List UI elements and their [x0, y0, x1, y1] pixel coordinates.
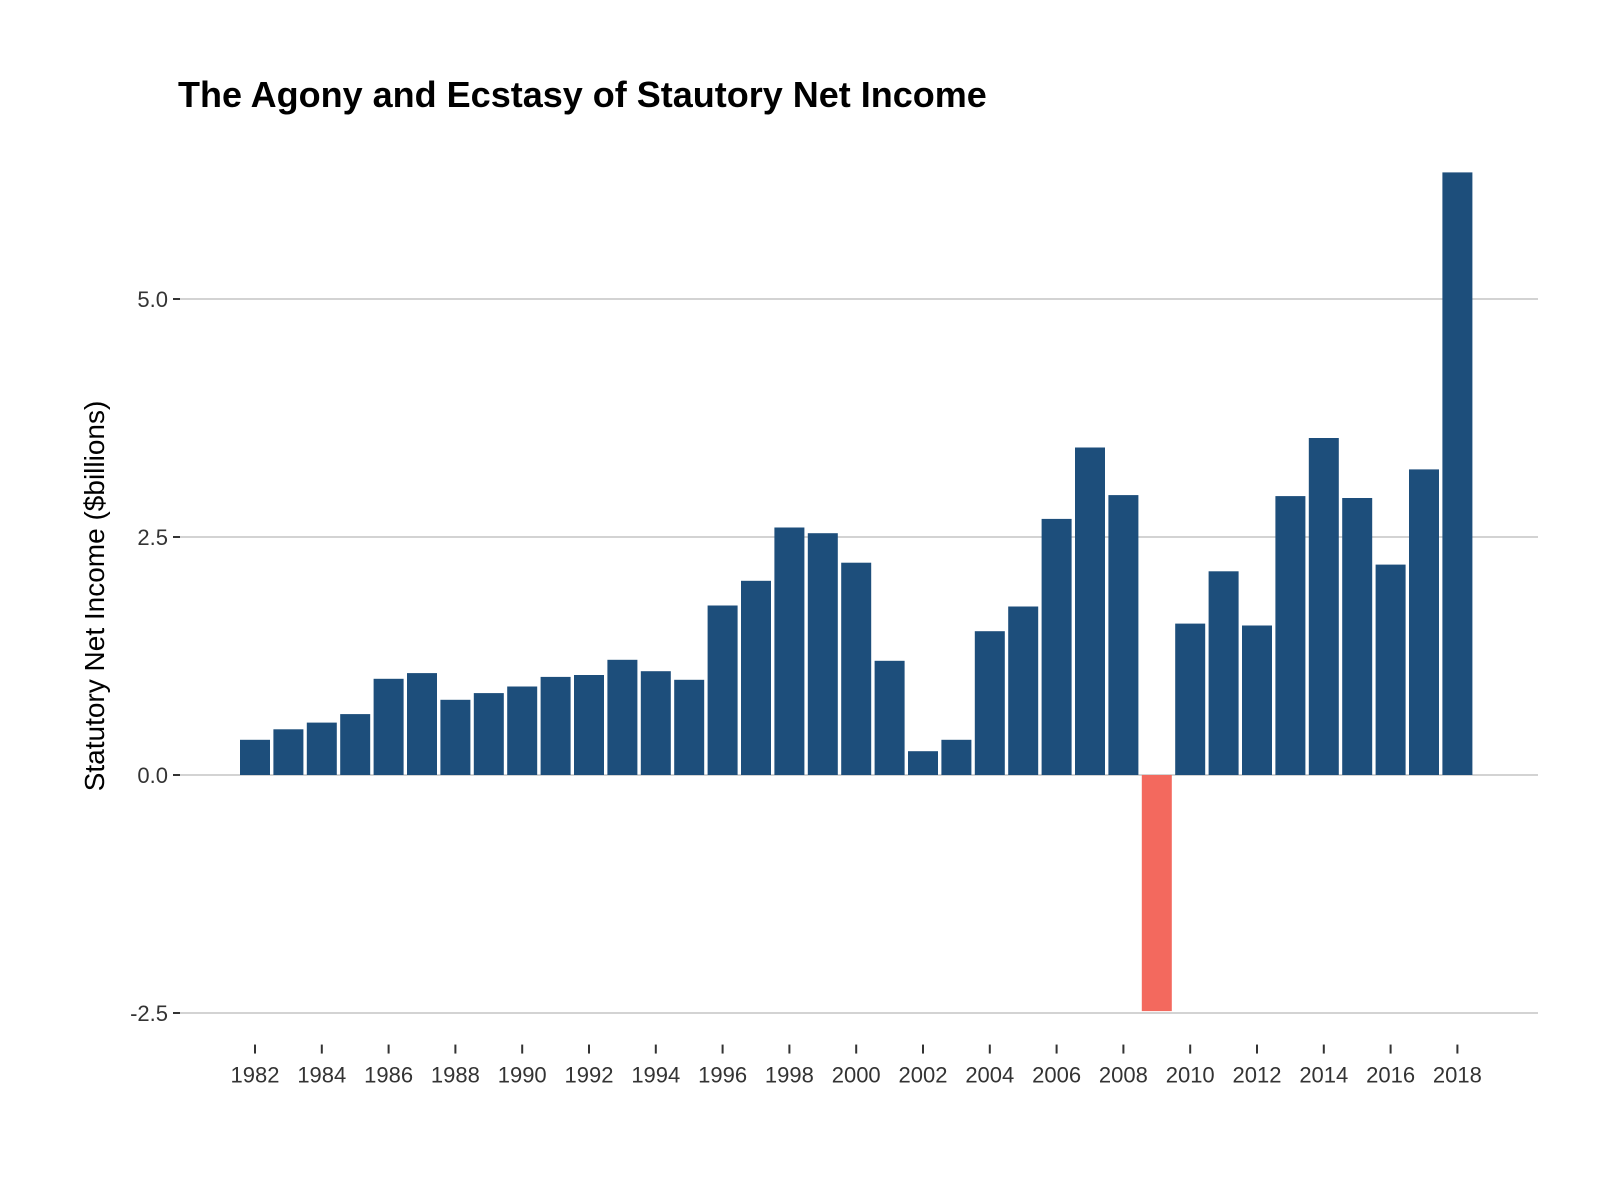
bar-1985: [340, 714, 371, 775]
bar-2009: [1141, 775, 1172, 1012]
x-tick-label: 1998: [765, 1063, 814, 1088]
bar-1990: [507, 686, 538, 775]
bar-2011: [1208, 571, 1239, 775]
bars: [240, 172, 1473, 1012]
bar-2004: [974, 631, 1005, 775]
bar-2016: [1375, 564, 1406, 775]
chart-title: The Agony and Ecstasy of Stautory Net In…: [178, 74, 987, 115]
bar-2018: [1442, 172, 1473, 775]
x-tick-label: 2002: [899, 1063, 948, 1088]
bar-2015: [1342, 498, 1373, 775]
x-tick-label: 2018: [1433, 1063, 1482, 1088]
bar-2017: [1409, 469, 1439, 775]
x-tick-label: 2006: [1032, 1063, 1081, 1088]
bar-1996: [707, 605, 738, 775]
bar-2012: [1242, 625, 1272, 775]
bar-1999: [807, 533, 838, 775]
bar-1998: [774, 527, 805, 775]
bar-1986: [373, 678, 404, 775]
bar-2000: [841, 562, 872, 775]
y-axis-ticks: -2.5 0.0 2.5 5.0: [130, 287, 180, 1026]
bar-2005: [1008, 606, 1039, 775]
x-tick-label: 2014: [1299, 1063, 1348, 1088]
bar-2003: [941, 739, 972, 775]
bar-1993: [607, 659, 638, 775]
x-tick-label: 2010: [1166, 1063, 1215, 1088]
x-tick-label: 2016: [1366, 1063, 1415, 1088]
bar-1997: [741, 580, 771, 775]
x-tick-label: 1986: [364, 1063, 413, 1088]
bar-1987: [407, 673, 437, 775]
x-tick-label: 1988: [431, 1063, 480, 1088]
x-tick-label: 2000: [832, 1063, 881, 1088]
x-tick-label: 1984: [297, 1063, 346, 1088]
bar-1995: [674, 679, 705, 775]
x-tick-label: 2012: [1233, 1063, 1282, 1088]
x-tick-label: 1982: [231, 1063, 280, 1088]
bar-1984: [306, 722, 337, 775]
x-tick-label: 2008: [1099, 1063, 1148, 1088]
bar-2007: [1075, 447, 1105, 775]
bar-1991: [540, 676, 571, 775]
y-tick-label: -2.5: [130, 1001, 168, 1026]
y-tick-label: 0.0: [137, 763, 168, 788]
bar-1989: [473, 693, 504, 775]
bar-1992: [574, 675, 604, 775]
bar-1982: [240, 739, 270, 775]
y-tick-label: 5.0: [137, 287, 168, 312]
x-tick-label: 2004: [965, 1063, 1014, 1088]
x-tick-label: 1990: [498, 1063, 547, 1088]
y-axis-label: Statutory Net Income ($billions): [79, 401, 110, 792]
bar-2002: [908, 751, 938, 775]
x-tick-label: 1994: [631, 1063, 680, 1088]
bar-2008: [1108, 495, 1139, 775]
y-tick-label: 2.5: [137, 525, 168, 550]
bar-2013: [1275, 496, 1306, 775]
x-tick-label: 1992: [565, 1063, 614, 1088]
bar-1994: [640, 671, 671, 775]
bar-1983: [273, 729, 304, 775]
x-axis-ticks: 1982 1984 1986 1988 1990 1992 1994 1996 1998 2000…: [231, 1044, 1482, 1088]
bar-1988: [440, 699, 471, 775]
bar-2014: [1308, 438, 1339, 775]
bar-2010: [1175, 623, 1206, 775]
bar-2001: [874, 660, 905, 775]
x-tick-label: 1996: [698, 1063, 747, 1088]
bar-2006: [1041, 518, 1072, 775]
